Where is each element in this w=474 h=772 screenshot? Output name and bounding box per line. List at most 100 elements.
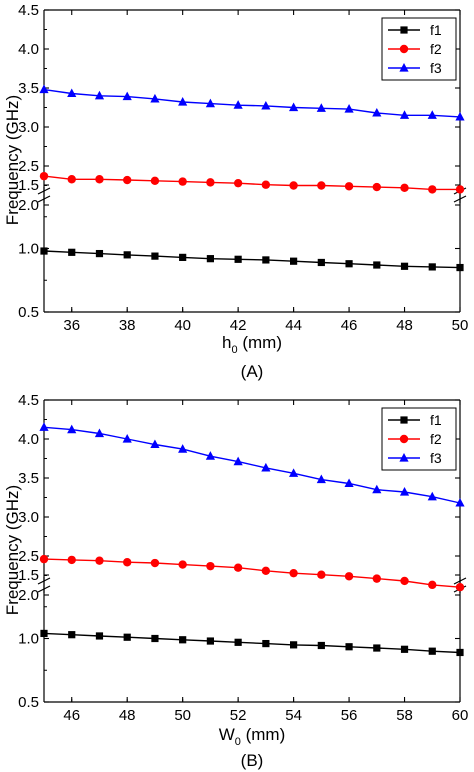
- data-point-f2: [372, 574, 381, 583]
- chart-b: 0.5 1.0 1.5 2.0 2.5 3.0 3.5 4.0 4.5 46 48 50 52 54 56 5…: [3, 392, 468, 770]
- data-point-f3: [39, 84, 49, 94]
- y-tick-label: 3.5: [18, 80, 39, 97]
- data-point-f1: [262, 256, 270, 264]
- y-tick-label: 0.5: [18, 304, 39, 321]
- data-point-f3: [122, 91, 132, 101]
- data-point-f1: [373, 261, 381, 269]
- x-axis-title-subscript: 0: [235, 736, 241, 748]
- data-point-f1: [234, 255, 242, 263]
- data-point-f1: [428, 647, 436, 655]
- x-tick-label: 60: [452, 707, 469, 724]
- data-point-f3: [122, 434, 132, 443]
- axis-break-mark: [453, 195, 467, 203]
- series-line-f3: [43, 88, 461, 118]
- legend-marker-f2: [399, 44, 409, 54]
- data-point-f2: [344, 572, 354, 581]
- series-line-f3: [43, 426, 461, 504]
- series-f1: [40, 629, 464, 657]
- data-point-f1: [179, 253, 187, 261]
- chart-a: 0.5 1.0 1.5 2.0 2.5 3.0 3.5 4.0 4.5 36 38 40 42 44 46 4…: [3, 2, 468, 381]
- legend-label-f3: f3: [430, 450, 442, 466]
- data-point-f1: [428, 263, 436, 271]
- data-point-f1: [234, 638, 242, 646]
- x-tick-label: 36: [63, 317, 80, 334]
- y-tick-label: 4.0: [18, 41, 39, 58]
- data-point-f2: [455, 185, 465, 194]
- x-axis-title-unit: (mm): [241, 725, 285, 744]
- x-tick-label: 40: [174, 317, 191, 334]
- legend: f1 f2 f3: [381, 17, 457, 81]
- y-tick-label: 1.5: [18, 177, 39, 194]
- data-point-f2: [261, 566, 271, 576]
- y-tick-label: 2.5: [18, 548, 39, 565]
- series-f2: [39, 171, 465, 194]
- data-point-f3: [455, 111, 465, 121]
- data-point-f2: [317, 181, 326, 190]
- y-tick-label: 0.5: [18, 694, 39, 711]
- x-tick-label: 44: [285, 317, 302, 334]
- series-line-f2: [43, 558, 461, 588]
- data-point-f3: [67, 88, 77, 98]
- axis-break-mark: [37, 195, 51, 203]
- y-tick-label: 3.0: [18, 119, 39, 136]
- series-line-f1: [43, 632, 461, 654]
- data-point-f1: [317, 641, 325, 650]
- x-tick-label: 42: [230, 317, 247, 334]
- data-point-f2: [95, 556, 104, 565]
- data-point-f1: [206, 255, 214, 263]
- data-point-f3: [205, 451, 215, 460]
- legend-marker-f1: [400, 416, 408, 424]
- x-tick-label: 56: [341, 707, 358, 724]
- series-line-f1: [43, 250, 461, 269]
- y-tick-label: 2.5: [18, 158, 39, 175]
- data-point-f3: [261, 462, 271, 472]
- data-point-f1: [206, 637, 214, 645]
- series-f1: [40, 247, 464, 272]
- x-tick-label: 52: [230, 707, 247, 724]
- data-point-f1: [456, 263, 464, 272]
- data-point-f2: [233, 563, 243, 572]
- series-line-f2: [43, 175, 460, 191]
- data-point-f2: [317, 570, 326, 579]
- x-tick-label: 54: [285, 707, 302, 724]
- data-point-f1: [400, 262, 409, 270]
- x-tick-label: 46: [341, 317, 358, 334]
- x-tick-label: 48: [119, 707, 136, 724]
- axis-break-mark: [453, 577, 467, 585]
- data-point-f3: [150, 93, 160, 103]
- data-point-f3: [427, 491, 437, 501]
- data-point-f3: [344, 104, 354, 113]
- data-point-f3: [233, 100, 243, 109]
- data-point-f1: [290, 257, 298, 265]
- data-point-f1: [456, 648, 464, 657]
- data-point-f1: [400, 645, 409, 653]
- y-axis-title: Frequency (GHz): [3, 95, 22, 225]
- x-axis-title: h0 (mm): [222, 333, 282, 356]
- data-point-f2: [344, 182, 354, 191]
- y-tick-label: 3.5: [18, 470, 39, 487]
- data-point-f1: [262, 639, 270, 648]
- data-point-f2: [206, 561, 215, 571]
- y-tick-label: 4.0: [18, 431, 39, 448]
- x-tick-label: 38: [119, 317, 136, 334]
- y-tick-label: 1.5: [18, 567, 39, 584]
- y-tick-label: 3.0: [18, 509, 39, 526]
- legend-label-f1: f1: [430, 22, 442, 38]
- x-tick-label: 46: [63, 707, 80, 724]
- data-point-f2: [150, 558, 160, 568]
- legend-label-f2: f2: [430, 431, 442, 447]
- data-point-f2: [206, 178, 215, 187]
- data-point-f2: [372, 182, 381, 192]
- data-point-f1: [40, 247, 48, 255]
- x-tick-label: 50: [452, 317, 469, 334]
- axis-break-mark: [37, 585, 51, 593]
- data-point-f1: [123, 633, 131, 641]
- y-tick-label: 2.0: [18, 197, 39, 214]
- data-point-f3: [178, 97, 188, 106]
- data-point-f1: [68, 631, 76, 639]
- axis-break-mark: [37, 577, 51, 585]
- data-point-f3: [316, 103, 326, 112]
- x-tick-label: 48: [396, 317, 413, 334]
- data-point-f3: [39, 422, 49, 431]
